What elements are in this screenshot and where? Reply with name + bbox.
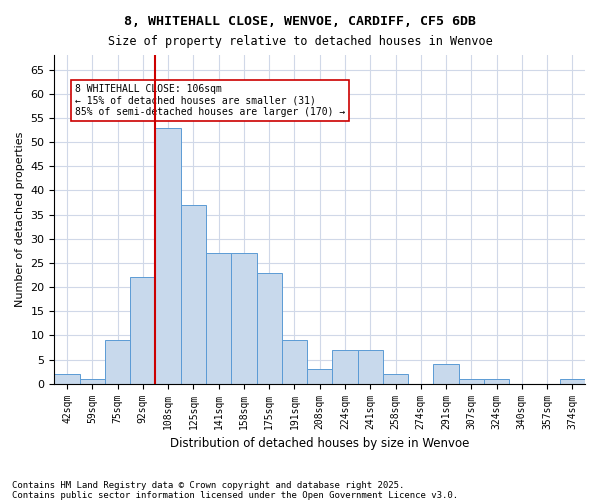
Bar — [484, 379, 509, 384]
Bar — [80, 379, 105, 384]
Bar — [560, 379, 585, 384]
Bar — [332, 350, 358, 384]
Bar — [257, 272, 282, 384]
Y-axis label: Number of detached properties: Number of detached properties — [15, 132, 25, 307]
X-axis label: Distribution of detached houses by size in Wenvoe: Distribution of detached houses by size … — [170, 437, 469, 450]
Bar — [155, 128, 181, 384]
Text: 8, WHITEHALL CLOSE, WENVOE, CARDIFF, CF5 6DB: 8, WHITEHALL CLOSE, WENVOE, CARDIFF, CF5… — [124, 15, 476, 28]
Text: 8 WHITEHALL CLOSE: 106sqm
← 15% of detached houses are smaller (31)
85% of semi-: 8 WHITEHALL CLOSE: 106sqm ← 15% of detac… — [74, 84, 345, 117]
Bar — [458, 379, 484, 384]
Bar — [231, 253, 257, 384]
Bar — [55, 374, 80, 384]
Bar — [358, 350, 383, 384]
Bar — [433, 364, 458, 384]
Bar — [307, 369, 332, 384]
Text: Contains HM Land Registry data © Crown copyright and database right 2025.: Contains HM Land Registry data © Crown c… — [12, 481, 404, 490]
Bar — [282, 340, 307, 384]
Text: Contains public sector information licensed under the Open Government Licence v3: Contains public sector information licen… — [12, 491, 458, 500]
Bar — [130, 278, 155, 384]
Bar — [105, 340, 130, 384]
Bar — [181, 205, 206, 384]
Bar — [383, 374, 408, 384]
Text: Size of property relative to detached houses in Wenvoe: Size of property relative to detached ho… — [107, 35, 493, 48]
Bar — [206, 253, 231, 384]
